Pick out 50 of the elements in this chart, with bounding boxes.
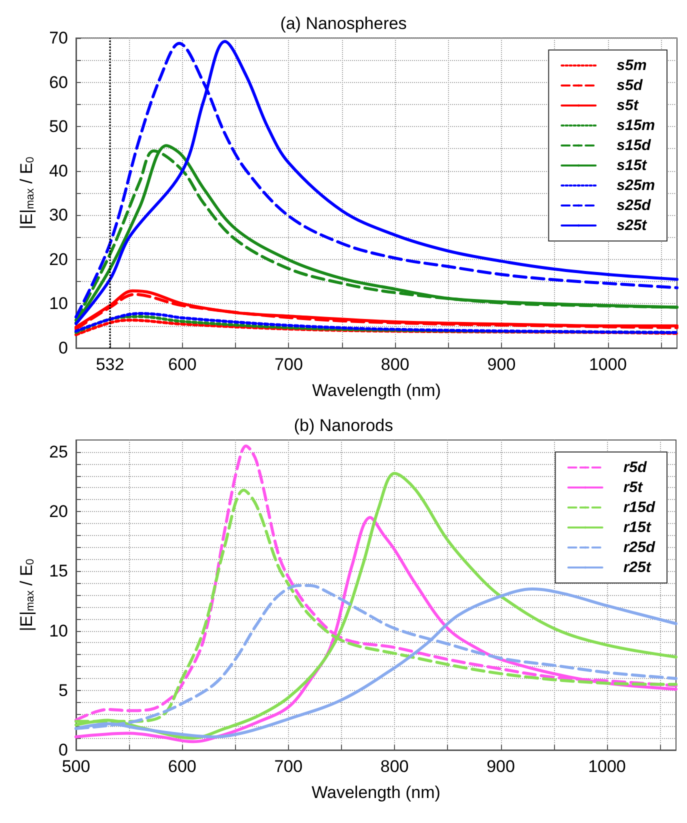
x-tick-label: 700 — [274, 757, 303, 776]
legend-label: r5t — [623, 479, 644, 496]
x-tick-label: 500 — [62, 757, 90, 776]
y-axis-title: |E|max / E0 — [17, 156, 36, 230]
y-tick-label: 10 — [49, 294, 68, 314]
y-tick-label: 5 — [58, 680, 68, 700]
y-tick-label: 30 — [49, 206, 68, 225]
line-series — [74, 315, 678, 334]
legend-label: r25d — [623, 539, 656, 556]
x-tick-label: 700 — [274, 355, 303, 374]
chart-title: (a) Nanospheres — [280, 14, 407, 33]
x-tick-label: 900 — [486, 757, 515, 776]
legend-label: s15m — [616, 117, 656, 134]
legend-label: r15d — [623, 499, 656, 516]
y-tick-label: 60 — [49, 72, 68, 92]
y-tick-label: 70 — [49, 28, 68, 48]
y-tick-label: 15 — [49, 562, 68, 581]
y-tick-label: 0 — [58, 740, 68, 760]
legend-label: s5d — [616, 77, 644, 94]
line-series — [74, 312, 678, 334]
y-tick-label: 50 — [49, 117, 68, 136]
y-axis-title: |E|max / E0 — [17, 558, 36, 632]
x-tick-label: 800 — [380, 757, 409, 776]
legend-label: s15t — [616, 157, 648, 174]
x-tick-label: 1000 — [588, 355, 627, 374]
x-tick-label: 600 — [168, 355, 197, 374]
y-tick-label: 20 — [49, 250, 68, 269]
legend-label: r15t — [623, 519, 652, 536]
legend-label: s5m — [616, 57, 647, 74]
legend-label: s15d — [616, 137, 652, 154]
chart-title: (b) Nanorods — [294, 416, 394, 435]
legend-label: r25t — [623, 559, 652, 576]
x-tick-label: 1000 — [588, 757, 626, 776]
x-tick-label: 900 — [487, 355, 516, 374]
legend-label: s25t — [616, 217, 648, 234]
y-tick-label: 25 — [49, 442, 68, 462]
y-tick-label: 10 — [49, 621, 68, 640]
x-tick-label: 600 — [168, 757, 196, 776]
y-tick-label: 40 — [49, 161, 68, 180]
x-tick-label: 532 — [96, 355, 124, 374]
line-series — [74, 318, 678, 336]
x-axis-title: Wavelength (nm) — [312, 783, 440, 802]
x-tick-label: 800 — [380, 355, 410, 374]
y-tick-label: 0 — [58, 338, 68, 358]
legend-label: s25d — [616, 197, 652, 214]
y-tick-label: 20 — [49, 502, 68, 522]
legend-label: r5d — [623, 459, 648, 476]
legend-label: s5t — [616, 97, 640, 114]
x-axis-title: Wavelength (nm) — [312, 381, 441, 400]
legend-label: s25m — [616, 177, 656, 194]
